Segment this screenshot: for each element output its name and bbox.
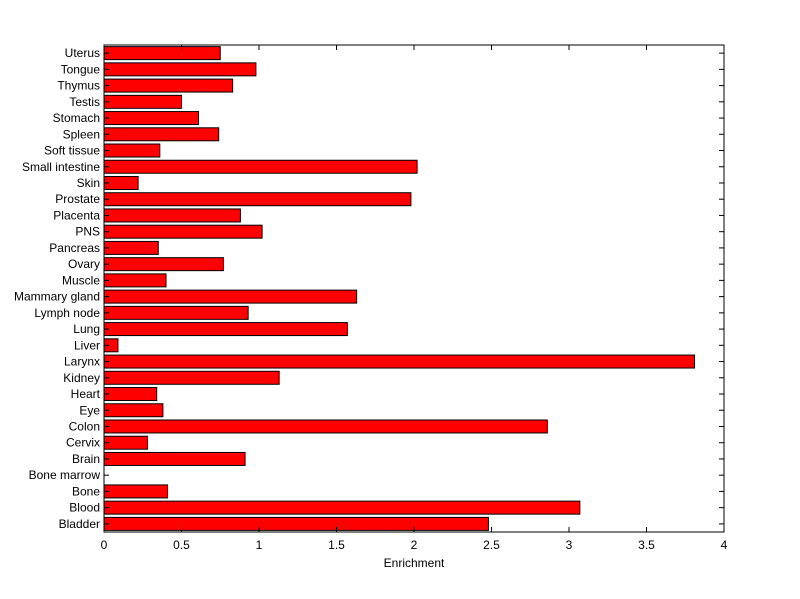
y-tick-label: Eye [79,403,100,417]
y-tick-label: Bladder [59,517,100,531]
x-tick-label: 2.5 [483,538,500,552]
x-tick-label: 0.5 [173,538,190,552]
x-axis-label: Enrichment [384,556,445,570]
y-tick-label: PNS [75,225,100,239]
y-tick-label: Thymus [57,79,100,93]
x-tick-label: 2 [411,538,418,552]
y-tick-label: Skin [77,176,100,190]
bar-eye [103,403,164,418]
y-tick-label: Muscle [62,273,100,287]
y-tick-label: Pancreas [49,241,100,255]
bar-spleen [103,127,220,142]
bar-placenta [103,208,241,223]
y-tick-label: Mammary gland [14,290,100,304]
y-tick-label: Kidney [63,371,100,385]
axes-frame [103,44,725,533]
y-tick-label: Larynx [64,355,100,369]
y-tick-label: Ovary [68,257,100,271]
bar-ovary [103,257,224,272]
x-tick-labels: 0 0.5 1 1.5 2 2.5 3 3.5 4 [101,538,728,552]
y-tick-label: Bone [72,484,100,498]
y-tick-label: Bone marrow [29,468,101,482]
bar-mammary-gland [103,289,358,304]
bar-lung [103,322,348,337]
y-tick-marks [104,52,724,525]
y-tick-label: Spleen [63,127,100,141]
y-tick-label: Liver [74,338,100,352]
bar-kidney [103,370,280,385]
y-tick-label: Cervix [66,436,100,450]
y-tick-labels: Uterus Tongue Thymus Testis Stomach Spleen Sof… [14,46,101,531]
y-tick-label: Lymph node [34,306,100,320]
y-tick-label: Small intestine [22,160,100,174]
y-tick-label: Tongue [61,62,101,76]
bar-heart [103,387,158,402]
bars-group [103,46,696,531]
bar-pns [103,224,263,239]
bar-prostate [103,192,412,207]
y-tick-label: Placenta [53,208,100,222]
y-tick-label: Brain [72,452,100,466]
bar-thymus [103,78,234,93]
bar-blood [103,500,581,515]
y-tick-label: Prostate [55,192,100,206]
bar-testis [103,94,182,109]
bar-colon [103,419,548,434]
y-tick-label: Uterus [65,46,100,60]
x-tick-label: 0 [101,538,108,552]
bar-bone [103,484,169,499]
bar-stomach [103,111,200,126]
x-tick-label: 1 [256,538,263,552]
x-tick-label: 1.5 [328,538,345,552]
y-tick-label: Blood [69,501,100,515]
y-tick-label: Colon [69,419,100,433]
bar-pancreas [103,240,159,255]
bar-cervix [103,435,148,450]
y-tick-label: Soft tissue [44,144,100,158]
y-tick-label: Heart [71,387,101,401]
bar-soft-tissue [103,143,161,158]
x-tick-label: 3.5 [638,538,655,552]
y-tick-label: Lung [73,322,100,336]
x-tick-label: 3 [566,538,573,552]
bar-small-intestine [103,159,418,174]
bar-muscle [103,273,167,288]
bar-tongue [103,62,257,77]
bar-bladder [103,516,489,531]
x-tick-label: 4 [721,538,728,552]
bar-skin [103,175,139,190]
bar-brain [103,451,246,466]
y-tick-label: Stomach [53,111,100,125]
y-tick-label: Testis [69,95,100,109]
bar-uterus [103,46,221,61]
bar-larynx [103,354,696,369]
bar-lymph-node [103,305,249,320]
